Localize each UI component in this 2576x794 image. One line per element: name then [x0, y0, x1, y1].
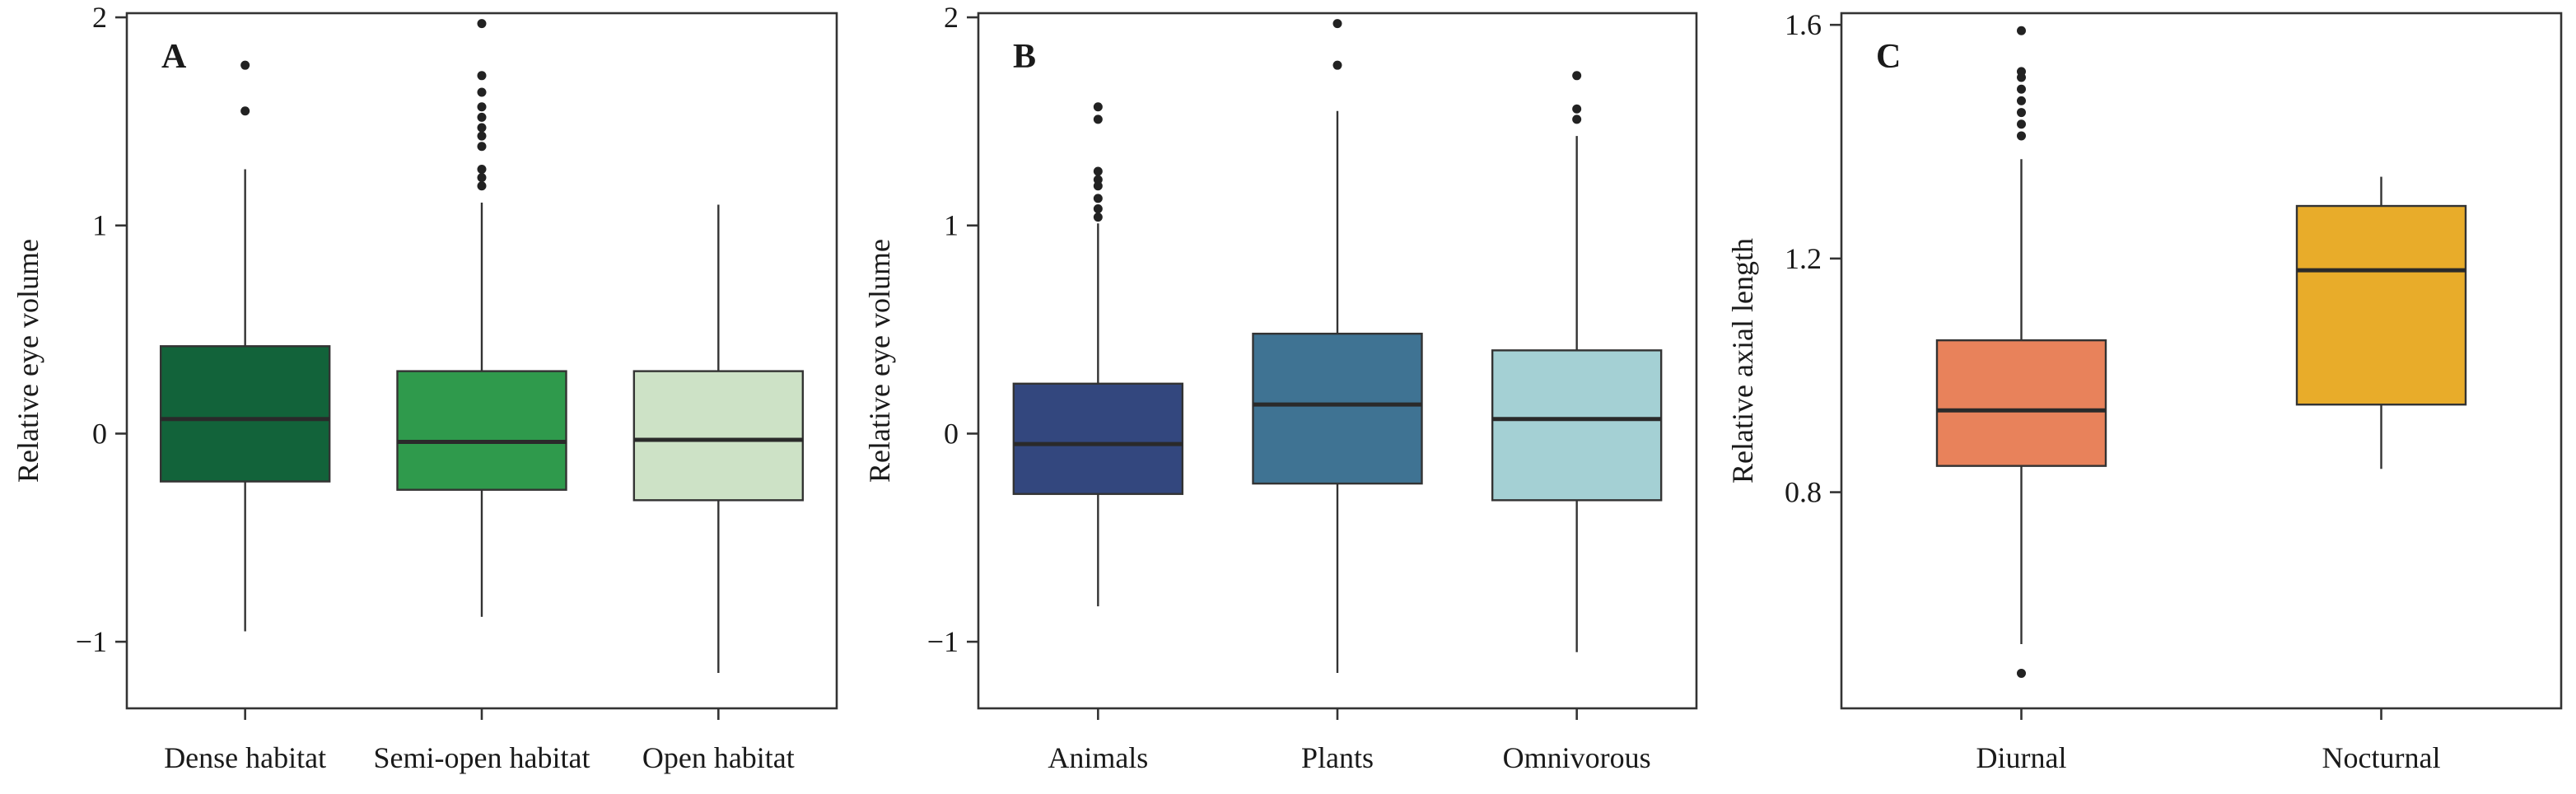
panel-letter: C [1876, 38, 1901, 76]
x-category-label: Omnivorous [1503, 741, 1651, 774]
y-tick-label: 0 [92, 417, 107, 450]
x-category-label: Nocturnal [2322, 741, 2441, 774]
outlier-point [1093, 213, 1103, 222]
outlier-point [1093, 166, 1103, 176]
outlier-point [1093, 204, 1103, 214]
outlier-point [2017, 119, 2026, 129]
box-iqr [1935, 339, 2107, 467]
outlier-point [1572, 104, 1582, 114]
y-tick-label: 0.8 [1785, 476, 1822, 509]
y-tick-label: 1 [92, 209, 107, 242]
x-category-label: Animals [1048, 741, 1148, 774]
y-tick-label: 1.2 [1785, 242, 1822, 275]
box-iqr [632, 370, 805, 502]
y-tick-label: 1 [944, 209, 959, 242]
outlier-point [240, 106, 250, 116]
y-tick-label: 2 [92, 1, 107, 34]
box-iqr [1252, 332, 1423, 485]
y-axis-title: Relative eye volume [12, 239, 44, 483]
panel-a: A Relative eye volume −1 0 1 2 Dense habitat Se… [12, 1, 838, 774]
x-category-label: Semi-open habitat [374, 741, 590, 774]
outlier-point [240, 60, 250, 70]
outlier-point [2017, 96, 2026, 105]
outlier-point [1332, 60, 1342, 70]
box-iqr [2295, 204, 2467, 406]
outlier-point [477, 131, 487, 141]
outlier-point [1093, 102, 1103, 112]
outlier-point [1332, 19, 1342, 29]
box-plants [1252, 19, 1423, 674]
y-axis-title: Relative axial length [1726, 238, 1759, 483]
y-tick-label: 2 [944, 1, 959, 34]
outlier-point [477, 102, 487, 112]
outlier-point [2017, 131, 2026, 141]
box-open-habitat [632, 204, 805, 674]
box-iqr [1491, 349, 1663, 502]
outlier-point [477, 19, 487, 29]
box-diurnal [1935, 26, 2107, 678]
box-dense-habitat [159, 60, 331, 632]
outlier-point [1093, 181, 1103, 191]
box-iqr [159, 345, 331, 483]
outlier-point [477, 71, 487, 81]
x-category-label: Open habitat [642, 741, 795, 774]
outlier-point [2017, 668, 2026, 678]
panel-letter: B [1013, 38, 1036, 76]
y-tick-label: −1 [927, 625, 959, 658]
outlier-point [1093, 194, 1103, 203]
outlier-point [2017, 84, 2026, 94]
panel-b: B Relative eye volume −1 0 1 2 Animals Plants Om… [863, 1, 1698, 774]
outlier-point [477, 181, 487, 191]
box-omnivorous [1491, 71, 1663, 652]
outlier-point [477, 165, 487, 175]
plot-frame [1840, 12, 2563, 710]
outlier-point [1572, 114, 1582, 124]
outlier-point [2017, 67, 2026, 77]
outlier-point [2017, 26, 2026, 35]
x-category-label: Diurnal [1976, 741, 2067, 774]
y-tick-label: 1.6 [1785, 8, 1822, 41]
y-tick-label: −1 [76, 625, 107, 658]
outlier-point [1093, 175, 1103, 184]
box-iqr [396, 370, 567, 491]
panel-c: C Relative axial length 0.8 1.2 1.6 Diurnal No… [1726, 8, 2563, 774]
outlier-point [1093, 114, 1103, 124]
outlier-point [477, 112, 487, 122]
outlier-point [477, 142, 487, 152]
x-category-label: Dense habitat [164, 741, 326, 774]
panel-letter: A [161, 38, 187, 76]
box-nocturnal [2295, 176, 2467, 469]
outlier-point [2017, 108, 2026, 118]
outlier-point [477, 87, 487, 97]
outlier-point [477, 123, 487, 133]
outlier-point [1572, 71, 1582, 81]
y-tick-label: 0 [944, 417, 959, 450]
box-semi-open-habitat [396, 19, 567, 617]
y-axis-title: Relative eye volume [863, 239, 896, 483]
box-iqr [1012, 382, 1184, 495]
box-animals [1012, 102, 1184, 607]
x-category-label: Plants [1301, 741, 1374, 774]
outlier-point [477, 173, 487, 183]
